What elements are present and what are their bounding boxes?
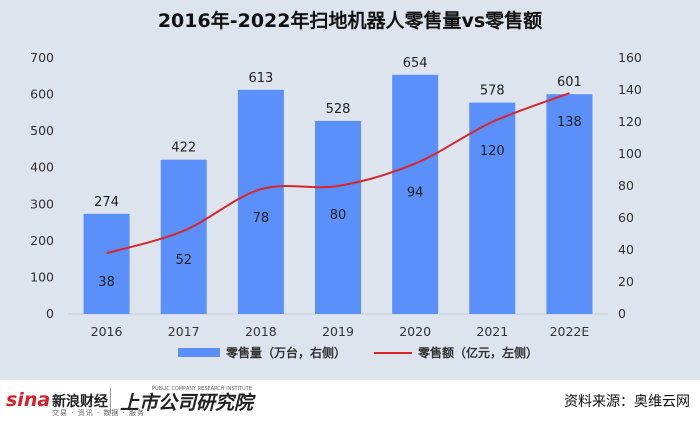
sina-logo: sina [6,389,51,411]
legend-label-line: 零售额（亿元，左侧） [417,345,538,360]
right-tick-label: 120 [618,114,642,129]
line-value-label: 120 [480,144,505,159]
left-tick-label: 500 [30,123,54,138]
bar-data-labels: 274 422 613 528 654 578 601 [94,56,582,210]
legend-label-bar: 零售量（万台，右侧） [225,345,346,360]
bar [83,213,130,314]
bar-value-label: 274 [94,195,119,210]
x-tick-label: 2016 [91,324,123,339]
left-tick-label: 0 [46,306,54,321]
right-axis: 0 20 40 60 80 100 120 140 160 [618,50,642,321]
bar-series [83,74,593,315]
sina-finance-logo: 新浪财经 [52,394,108,410]
line-value-label: 94 [407,186,424,201]
right-tick-label: 0 [618,306,626,321]
right-tick-label: 20 [618,274,634,289]
bar-value-label: 578 [480,84,505,99]
bar [237,89,284,315]
x-tick-label: 2019 [322,324,354,339]
bar [392,74,439,314]
line-value-label: 52 [175,253,192,268]
institute-logo-en: PUBLIC COMPANY RESEARCH INSTITUTE [152,386,252,392]
institute-logo: 上市公司研究院 [120,392,254,414]
left-tick-label: 300 [30,196,54,211]
right-tick-label: 60 [618,210,634,225]
x-axis: 2016 2017 2018 2019 2020 2021 2022E [91,324,590,339]
x-tick-label: 2022E [550,324,590,339]
line-series [106,92,570,255]
sina-finance-tagline: 交易 · 资讯 · 数据 · 服务 [52,409,146,417]
bar-value-label: 613 [248,71,273,86]
right-tick-label: 100 [618,146,642,161]
chart-svg: 2016年-2022年扫地机器人零售量vs零售额 010020030040050… [30,9,642,360]
chart-title: 2016年-2022年扫地机器人零售量vs零售额 [158,9,542,32]
line-value-label: 78 [253,211,270,226]
bar-value-label: 528 [326,102,351,117]
line-data-labels: 38 52 78 80 94 120 138 [98,115,582,290]
x-tick-label: 2018 [245,324,277,339]
right-tick-label: 140 [618,82,642,97]
left-tick-label: 600 [30,87,54,102]
x-tick-label: 2020 [399,324,431,339]
bar-value-label: 654 [403,56,428,71]
footer: sina 新浪财经 交易 · 资讯 · 数据 · 服务 上市公司研究院 PUBL… [0,380,700,423]
x-tick-label: 2017 [168,324,200,339]
bar [469,102,516,314]
right-tick-label: 160 [618,50,642,65]
right-tick-label: 40 [618,242,634,257]
bar-value-label: 422 [171,141,196,156]
bar [546,94,593,314]
line-value-label: 80 [330,208,347,223]
bar-value-label: 601 [557,75,582,90]
x-tick-label: 2021 [476,324,508,339]
line-value-label: 38 [98,275,115,290]
left-tick-label: 200 [30,233,54,248]
line-value-label: 138 [557,115,582,130]
left-tick-label: 100 [30,269,54,284]
legend: 零售量（万台，右侧） 零售额（亿元，左侧） [178,345,538,360]
left-tick-label: 400 [30,160,54,175]
right-tick-label: 80 [618,178,634,193]
left-axis: 0 100 200 300 400 500 600 700 [30,50,54,321]
bar [315,120,361,314]
legend-swatch-bar [178,348,220,357]
left-tick-label: 700 [30,50,54,65]
brand-divider [110,388,111,414]
data-source: 资料来源：奥维云网 [564,394,690,410]
